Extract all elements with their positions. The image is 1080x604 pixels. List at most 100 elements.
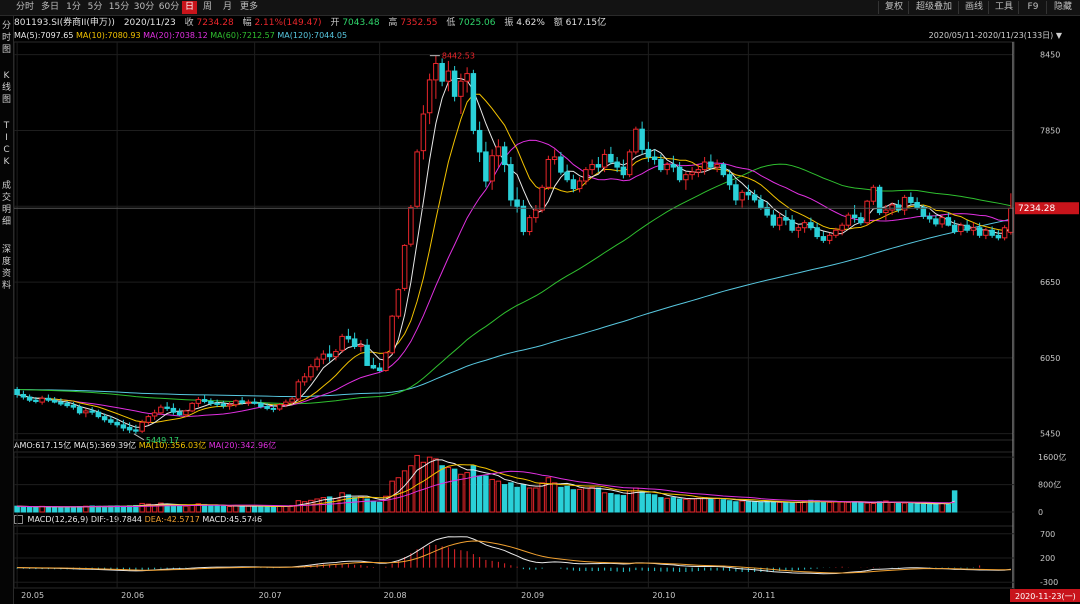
volume-bar bbox=[595, 487, 602, 513]
volume-bar bbox=[770, 501, 777, 513]
volume-bar bbox=[858, 502, 864, 513]
tab-5[interactable]: 30分 bbox=[133, 2, 155, 12]
tab-10[interactable]: 更多 bbox=[239, 2, 258, 12]
candle-body bbox=[958, 224, 964, 233]
candle-body bbox=[533, 209, 539, 219]
candle-body bbox=[864, 200, 870, 224]
volume-bar bbox=[870, 502, 877, 513]
volume-bar bbox=[301, 501, 308, 513]
volume-bar bbox=[139, 502, 145, 513]
left-nav-item-4[interactable]: 深度资料 bbox=[1, 245, 11, 291]
toolbar-button-4[interactable]: F9 bbox=[1018, 1, 1047, 14]
volume-bar bbox=[420, 461, 427, 513]
candle-body bbox=[933, 218, 939, 225]
candle-body bbox=[726, 174, 733, 186]
candle-body bbox=[670, 164, 677, 168]
high-annotation-label: 8442.53 bbox=[442, 52, 475, 61]
candle-body bbox=[695, 169, 702, 173]
candle-body bbox=[608, 153, 614, 163]
toolbar-button-0[interactable]: 复权 bbox=[878, 1, 909, 14]
candle-body bbox=[289, 398, 295, 403]
candle-body bbox=[976, 227, 983, 236]
tab-1[interactable]: 多日 bbox=[40, 2, 59, 12]
macd-value-legend: MACD:45.5746 bbox=[202, 515, 263, 524]
volume-bar bbox=[514, 486, 520, 513]
tab-9[interactable]: 月 bbox=[222, 2, 232, 12]
candle-body bbox=[1001, 227, 1008, 239]
candle-body bbox=[270, 407, 277, 410]
tab-2[interactable]: 1分 bbox=[66, 2, 81, 12]
volume-bar bbox=[33, 506, 39, 513]
candle-body bbox=[201, 399, 208, 402]
toolbar-button-5[interactable]: 隐藏 bbox=[1046, 1, 1079, 14]
k-ma10-line bbox=[17, 93, 1012, 423]
date-range[interactable]: 2020/05/11-2020/11/23(133日) ▼ bbox=[929, 30, 1062, 41]
volume-bar bbox=[733, 501, 739, 513]
toolbar-button-2[interactable]: 画线 bbox=[958, 1, 989, 14]
volume-bar bbox=[270, 506, 277, 513]
candle-body bbox=[408, 207, 414, 245]
candle-body bbox=[476, 129, 483, 153]
candle-body bbox=[195, 399, 202, 404]
amo-legend: AMO:617.15亿 MA(5):369.39亿 MA(10):356.03亿… bbox=[14, 441, 276, 451]
k-y-tick-label: 7850 bbox=[1040, 126, 1060, 135]
toolbar-button-3[interactable]: 工具 bbox=[988, 1, 1019, 14]
amplitude-value: 4.62% bbox=[516, 18, 545, 28]
candle-body bbox=[614, 161, 620, 168]
candle-body bbox=[51, 399, 58, 403]
candle-body bbox=[720, 164, 727, 176]
candle-body bbox=[33, 399, 39, 402]
candle-body bbox=[120, 424, 127, 429]
candle-body bbox=[789, 219, 795, 231]
dropdown-triangle-icon[interactable]: ▼ bbox=[1055, 31, 1062, 40]
candle-body bbox=[651, 156, 658, 161]
ma20-legend: MA(20):7038.12 bbox=[143, 31, 208, 40]
m-y-tick-label: 200 bbox=[1040, 554, 1055, 563]
candle-body bbox=[114, 421, 120, 426]
volume-bar bbox=[608, 492, 614, 513]
tab-7[interactable]: 日 bbox=[182, 1, 197, 14]
candle-body bbox=[883, 209, 889, 214]
x-tick-label: 20.05 bbox=[21, 591, 44, 600]
candle-body bbox=[814, 227, 820, 238]
open-label: 开 bbox=[330, 18, 340, 28]
tab-4[interactable]: 15分 bbox=[108, 2, 130, 12]
volume-bar bbox=[701, 497, 708, 513]
candle-body bbox=[576, 180, 583, 190]
volume-bar bbox=[251, 505, 258, 513]
candle-body bbox=[95, 411, 102, 418]
amo-ma5-legend: MA(5):369.39亿 bbox=[73, 441, 137, 450]
volume-bar bbox=[520, 484, 527, 513]
volume-bar bbox=[39, 505, 45, 513]
last-price-label: 7234.28 bbox=[1018, 204, 1055, 214]
candle-body bbox=[733, 184, 739, 201]
candle-body bbox=[920, 207, 927, 217]
candle-body bbox=[820, 236, 827, 241]
ma-legend: MA(5):7097.65 MA(10):7080.93 MA(20):7038… bbox=[14, 30, 347, 41]
toolbar-button-1[interactable]: 超级叠加 bbox=[908, 1, 959, 14]
candle-body bbox=[495, 146, 502, 157]
k-ma20-line bbox=[17, 139, 1011, 417]
tab-8[interactable]: 周 bbox=[202, 2, 212, 12]
candle-body bbox=[745, 191, 752, 196]
volume-bar bbox=[89, 505, 95, 513]
left-nav-item-3[interactable]: 成交明细 bbox=[1, 181, 11, 227]
tab-3[interactable]: 5分 bbox=[87, 2, 103, 12]
left-nav-item-0[interactable]: 分时图 bbox=[1, 21, 11, 55]
volume-bar bbox=[570, 489, 577, 513]
tab-0[interactable]: 分时 bbox=[15, 2, 34, 12]
candle-body bbox=[895, 204, 902, 211]
candle-body bbox=[795, 227, 802, 231]
candle-body bbox=[358, 344, 364, 348]
candle-body bbox=[45, 397, 52, 401]
tab-6[interactable]: 60分 bbox=[158, 2, 180, 12]
candle-body bbox=[514, 199, 520, 207]
volume-bar bbox=[683, 498, 689, 513]
x-tick-label: 20.11 bbox=[752, 591, 775, 600]
candle-body bbox=[439, 62, 445, 82]
volume-bar bbox=[826, 501, 833, 513]
macd-settings-icon[interactable] bbox=[14, 515, 23, 524]
